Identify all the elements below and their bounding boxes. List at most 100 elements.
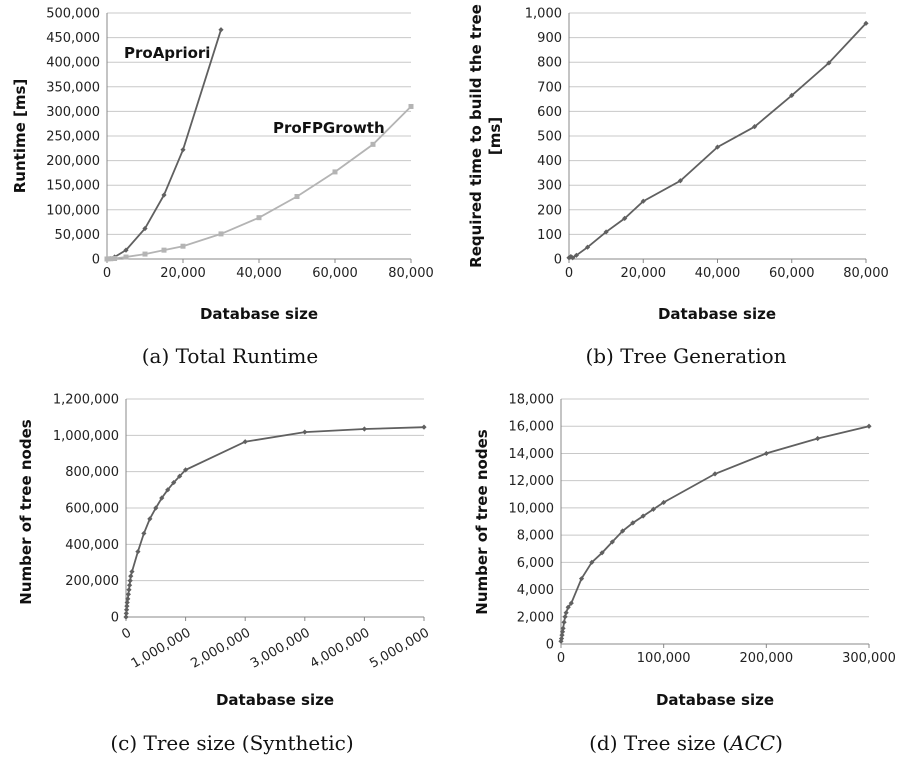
panel-d-data-point (866, 423, 872, 429)
panel-c-data-point (361, 426, 367, 432)
panel-a-y-tick-label: 150,000 (46, 179, 100, 194)
panel-c-y-tick-label: 1,000,000 (53, 429, 119, 444)
panel-a-y-tick-label: 50,000 (55, 228, 101, 243)
panel-c-data-point (141, 530, 147, 537)
panel-a-data-point (332, 169, 338, 175)
panel-c-data-point (126, 582, 133, 588)
panel-d-x-tick-label: 300,000 (842, 651, 896, 666)
panel-c-axes (125, 399, 425, 621)
panel-d-y-tick-label: 2,000 (517, 610, 554, 625)
panel-d-y-axis-title: Number of tree nodes (473, 429, 491, 614)
panel-c-series-line-0 (125, 426, 425, 618)
panel-d-x-tick-label: 200,000 (739, 651, 793, 666)
panel-a-x-tick-label: 40,000 (236, 266, 282, 281)
panel-d-y-tick-label: 0 (546, 638, 554, 653)
panel-c-data-point (159, 495, 165, 501)
panel-a-x-tick-label: 20,000 (160, 266, 206, 281)
panel-d-data-point (558, 635, 565, 642)
panel-b-y-axis-title-line-1: Required time to build the tree (467, 4, 485, 268)
panel-c-x-tick-labels: 01,000,0002,000,0003,000,0004,000,0005,0… (119, 625, 432, 671)
panel-c-data-point (125, 591, 131, 597)
panel-b-y-tick-label: 100 (537, 228, 562, 243)
panel-a-y-tick-labels: 0 50,000 100,000 150,000 200,000 250,000 300,0… (46, 7, 100, 268)
panel-a-data-point (161, 192, 167, 198)
panel-d-x-axis-title: Database size (656, 691, 774, 709)
panel-a-x-tick-label: 80,000 (388, 266, 434, 281)
panel-d-caption-prefix: (d) Tree size ( (589, 731, 730, 755)
panel-c-data-point (177, 473, 183, 479)
panel-c-data-point (242, 439, 248, 445)
panel-d-data-point (578, 576, 585, 582)
panel-d-data-point (568, 600, 574, 606)
panel-c-y-tick-label: 600,000 (65, 502, 119, 517)
panel-d-y-tick-label: 18,000 (509, 393, 555, 408)
panel-b-y-tick-label: 200 (537, 203, 562, 218)
panel-a-data-point (408, 103, 414, 109)
panel-c-y-tick-label: 800,000 (65, 465, 119, 480)
panel-b-series-line-0 (568, 22, 867, 259)
panel-b-y-tick-label: 800 (537, 56, 562, 71)
panel-b-data-point (622, 215, 628, 222)
panel-d-y-tick-label: 10,000 (509, 501, 555, 516)
panel-b-data-point (789, 92, 795, 99)
panel-a-x-tick-labels: 0 20,000 40,000 60,000 80,000 (103, 266, 434, 281)
panel-a-data-point (108, 256, 114, 262)
panel-a-series-line-0 (106, 29, 222, 260)
panel-d-gridlines (561, 398, 869, 618)
panel-c-data-point (123, 614, 129, 620)
panel-a-y-tick-label: 500,000 (46, 7, 100, 22)
panel-b-gridlines (569, 12, 866, 235)
panel-c-y-tick-label: 200,000 (65, 574, 119, 589)
panel-d-series (558, 423, 872, 644)
panel-a-y-tick-label: 450,000 (46, 31, 100, 46)
panel-c-x-tick-label: 2,000,000 (188, 625, 253, 671)
panel-c-y-tick-label: 1,200,000 (53, 393, 119, 408)
panel-d-data-point (561, 619, 567, 625)
panel-b-data-point (714, 144, 721, 150)
panel-b-data-point (570, 255, 576, 261)
panel-c-y-tick-label: 0 (111, 611, 119, 626)
panel-d-y-tick-label: 14,000 (509, 447, 555, 462)
panel-c-data-point (165, 487, 171, 493)
panel-a-data-point (112, 256, 118, 262)
panel-b-data-point (640, 198, 646, 204)
panel-b-x-tick-labels: 0 20,000 40,000 60,000 80,000 (565, 266, 889, 281)
panel-d-caption-suffix: ) (775, 731, 783, 755)
panel-c-x-tick-label: 4,000,000 (308, 625, 373, 671)
panel-d-data-point (650, 506, 656, 512)
panel-c-data-point (153, 505, 159, 511)
panel-a-data-point (104, 256, 110, 262)
panel-c-x-axis-title: Database size (216, 691, 334, 709)
panel-d-data-point (565, 604, 571, 610)
panel-c-data-point (124, 603, 130, 609)
panel-c-x-tick-label: 3,000,000 (248, 625, 313, 671)
panel-d-data-point (815, 435, 821, 442)
panel-d-series-line-0 (560, 425, 870, 642)
panel-b-data-point (863, 20, 869, 26)
panel-c-data-point (171, 479, 177, 486)
panel-d-data-point (563, 610, 569, 616)
panel-d-data-point (562, 614, 568, 620)
panel-a-data-point (180, 243, 186, 249)
panel-b-x-tick-label: 20,000 (621, 266, 667, 281)
panel-a-data-point (256, 215, 262, 221)
panel-d-y-tick-labels: 0 2,000 4,000 6,000 8,000 10,000 12,000 14,000 1… (509, 393, 555, 653)
panel-a-data-point (123, 254, 129, 260)
panel-d-data-point (599, 550, 605, 556)
panel-b-data-point (603, 229, 609, 235)
panel-a-y-tick-label: 100,000 (46, 203, 100, 218)
panel-c-data-point (126, 587, 132, 593)
panel-b-data-point (573, 252, 580, 258)
panel-c-data-point (124, 599, 130, 606)
panel-d-x-tick-labels: 0 100,000 200,000 300,000 (557, 651, 896, 666)
panel-c-x-tick-label: 0 (119, 625, 134, 642)
panel-a-data-point (142, 251, 148, 257)
panel-b-y-tick-label: 300 (537, 179, 562, 194)
panel-b-y-tick-label: 1,000 (525, 7, 562, 22)
panel-b-y-tick-label: 500 (537, 130, 562, 145)
panel-a-y-tick-label: 0 (92, 253, 100, 268)
panel-a-y-tick-label: 350,000 (46, 80, 100, 95)
panel-d-data-point (560, 625, 566, 631)
panel-a-data-point (161, 247, 167, 253)
